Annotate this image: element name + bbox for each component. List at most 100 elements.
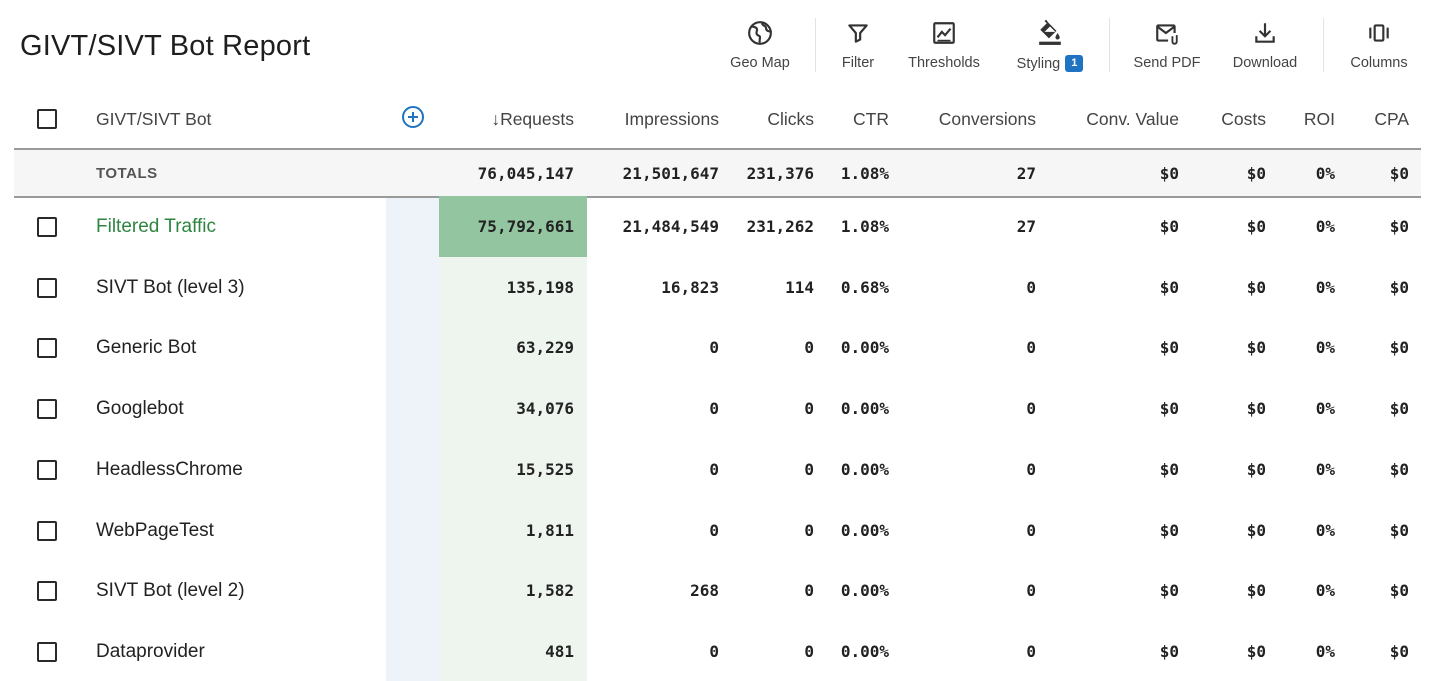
row-requests: 63,229 — [516, 338, 574, 357]
row-select-cell — [37, 196, 61, 257]
row-name[interactable]: Generic Bot — [96, 336, 197, 358]
header-clicks[interactable]: Clicks — [767, 108, 814, 129]
table-row[interactable]: SIVT Bot (level 2) 1,582 268 0 0.00% 0 $… — [14, 560, 1421, 621]
row-conversions: 0 — [1026, 581, 1036, 600]
row-conv-value: $0 — [1159, 581, 1179, 600]
row-name[interactable]: WebPageTest — [96, 519, 214, 541]
header-dimension[interactable]: GIVT/SIVT Bot — [96, 108, 212, 129]
row-conversions: 27 — [1016, 217, 1036, 236]
row-roi: 0% — [1315, 217, 1335, 236]
thresholds-button[interactable]: Thresholds — [902, 14, 986, 72]
header-conversions[interactable]: Conversions — [938, 108, 1036, 129]
row-name[interactable]: SIVT Bot (level 3) — [96, 276, 245, 298]
toolbar: Geo Map Filter Thresholds — [0, 14, 1444, 74]
header-requests[interactable]: ↓Requests — [491, 108, 574, 129]
totals-clicks: 231,376 — [746, 163, 814, 183]
totals-label: TOTALS — [96, 164, 158, 182]
toolbar-divider — [815, 18, 816, 72]
row-conv-value: $0 — [1159, 217, 1179, 236]
row-checkbox[interactable] — [37, 337, 57, 358]
header-impressions[interactable]: Impressions — [624, 108, 719, 129]
totals-requests: 76,045,147 — [477, 163, 574, 183]
row-roi: 0% — [1315, 521, 1335, 540]
table-row[interactable]: Dataprovider 481 0 0 0.00% 0 $0 $0 0% $0 — [14, 621, 1421, 681]
row-checkbox[interactable] — [37, 398, 57, 419]
header-conv-value[interactable]: Conv. Value — [1086, 108, 1179, 129]
geo-map-button[interactable]: Geo Map — [727, 14, 793, 72]
table-row[interactable]: Generic Bot 63,229 0 0 0.00% 0 $0 $0 0% … — [14, 317, 1421, 378]
row-costs: $0 — [1246, 642, 1266, 661]
page-title: GIVT/SIVT Bot Report — [20, 30, 311, 62]
row-name[interactable]: Filtered Traffic — [96, 215, 217, 237]
row-checkbox[interactable] — [37, 459, 57, 480]
styling-text: Styling — [1016, 55, 1061, 72]
row-select-cell — [37, 378, 61, 439]
table-row[interactable]: Filtered Traffic 75,792,661 21,484,549 2… — [14, 196, 1421, 257]
filter-icon — [845, 14, 871, 51]
row-conversions: 0 — [1026, 278, 1036, 297]
row-conv-value: $0 — [1159, 399, 1179, 418]
row-requests: 34,076 — [516, 399, 574, 418]
row-cpa: $0 — [1389, 399, 1409, 418]
row-cpa: $0 — [1389, 521, 1409, 540]
row-conv-value: $0 — [1159, 642, 1179, 661]
row-checkbox[interactable] — [37, 580, 57, 601]
row-checkbox[interactable] — [37, 277, 57, 298]
table-row[interactable]: HeadlessChrome 15,525 0 0 0.00% 0 $0 $0 … — [14, 439, 1421, 500]
table-row[interactable]: SIVT Bot (level 3) 135,198 16,823 114 0.… — [14, 257, 1421, 318]
table-row[interactable]: WebPageTest 1,811 0 0 0.00% 0 $0 $0 0% $… — [14, 500, 1421, 561]
row-costs: $0 — [1246, 521, 1266, 540]
row-roi: 0% — [1315, 642, 1335, 661]
row-conv-value: $0 — [1159, 521, 1179, 540]
geo-map-label: Geo Map — [730, 55, 790, 71]
row-checkbox[interactable] — [37, 641, 57, 662]
table-header: GIVT/SIVT Bot ↓Requests Impressions Clic… — [14, 90, 1421, 148]
row-conv-value: $0 — [1159, 278, 1179, 297]
add-dimension-button[interactable] — [400, 90, 426, 148]
send-pdf-label: Send PDF — [1133, 55, 1201, 71]
row-impressions: 16,823 — [661, 278, 719, 297]
row-conversions: 0 — [1026, 399, 1036, 418]
columns-label: Columns — [1350, 55, 1408, 71]
row-name[interactable]: Googlebot — [96, 397, 184, 419]
columns-icon — [1366, 14, 1392, 51]
row-clicks: 231,262 — [746, 217, 814, 236]
header-ctr[interactable]: CTR — [853, 108, 889, 129]
row-ctr: 0.00% — [840, 581, 889, 600]
row-ctr: 1.08% — [840, 217, 889, 236]
table-row[interactable]: Googlebot 34,076 0 0 0.00% 0 $0 $0 0% $0 — [14, 378, 1421, 439]
row-checkbox[interactable] — [37, 520, 57, 541]
download-icon — [1252, 14, 1278, 51]
row-select-cell — [37, 500, 61, 561]
row-impressions: 0 — [709, 399, 719, 418]
row-costs: $0 — [1246, 581, 1266, 600]
row-ctr: 0.68% — [840, 278, 889, 297]
row-cpa: $0 — [1389, 278, 1409, 297]
row-conv-value: $0 — [1159, 460, 1179, 479]
row-name[interactable]: HeadlessChrome — [96, 458, 243, 480]
paint-bucket-icon — [1037, 14, 1063, 51]
header-cpa[interactable]: CPA — [1374, 108, 1409, 129]
header-costs[interactable]: Costs — [1221, 108, 1266, 129]
styling-button[interactable]: Styling 1 — [1008, 14, 1092, 72]
row-clicks: 0 — [804, 642, 814, 661]
totals-ctr: 1.08% — [840, 163, 889, 183]
header-roi[interactable]: ROI — [1303, 108, 1335, 129]
row-name[interactable]: Dataprovider — [96, 640, 205, 662]
row-cpa: $0 — [1389, 581, 1409, 600]
row-impressions: 268 — [690, 581, 719, 600]
row-costs: $0 — [1246, 338, 1266, 357]
filter-button[interactable]: Filter — [836, 14, 880, 72]
filter-label: Filter — [841, 55, 875, 71]
send-pdf-button[interactable]: Send PDF — [1130, 14, 1204, 72]
download-button[interactable]: Download — [1228, 14, 1302, 72]
row-checkbox[interactable] — [37, 216, 57, 237]
row-ctr: 0.00% — [840, 399, 889, 418]
columns-button[interactable]: Columns — [1346, 14, 1412, 72]
thresholds-label: Thresholds — [908, 55, 980, 71]
row-impressions: 0 — [709, 338, 719, 357]
select-all-checkbox[interactable] — [37, 109, 57, 129]
row-name[interactable]: SIVT Bot (level 2) — [96, 579, 245, 601]
row-clicks: 114 — [785, 278, 814, 297]
